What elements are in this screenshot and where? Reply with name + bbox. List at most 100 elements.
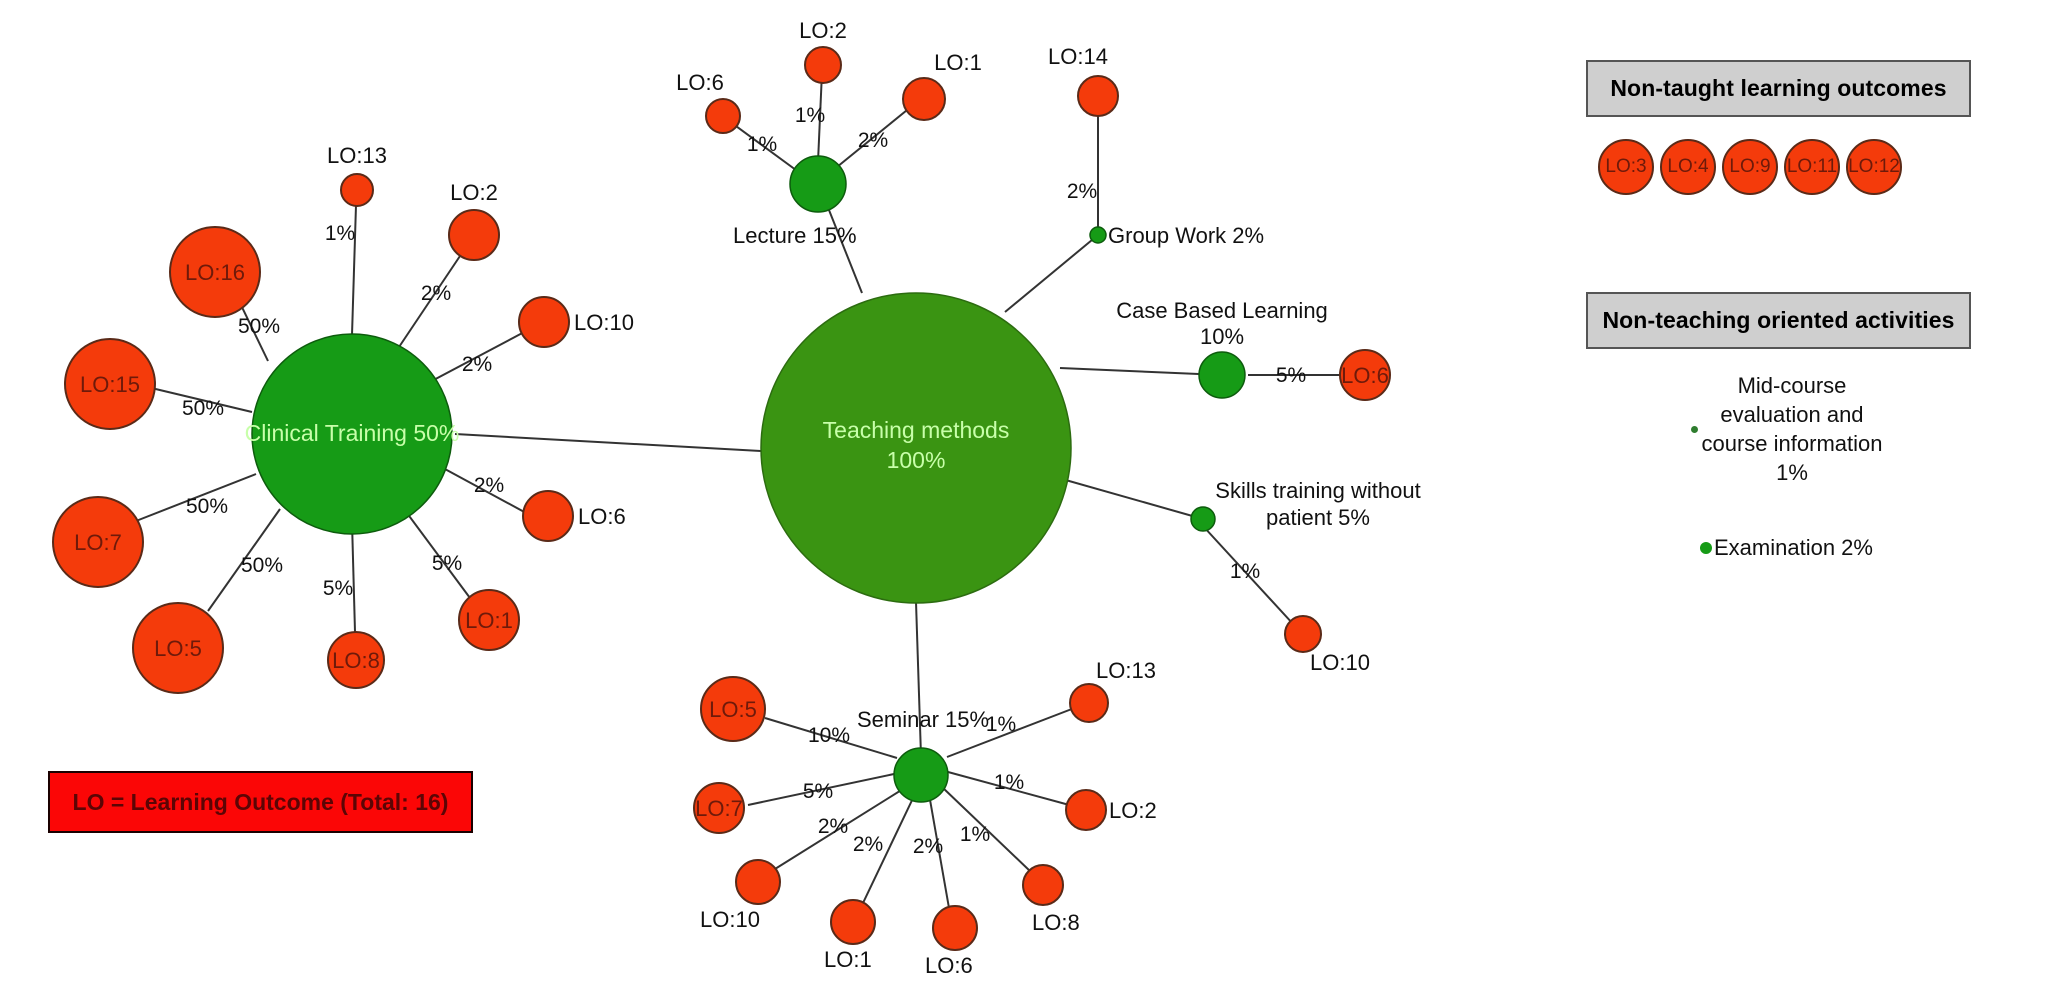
label-seminar-lo1: LO:1	[824, 947, 872, 972]
label-clinical-lo6: LO:6	[578, 504, 626, 529]
weight-seminar-lo5: 10%	[808, 724, 850, 747]
lecture-circle[interactable]	[789, 155, 847, 213]
edge-clinical-lo10	[427, 329, 529, 384]
node-seminar-lo10[interactable]	[735, 859, 781, 905]
label-lecture-lo6: LO:6	[676, 70, 724, 95]
node-seminar-lo13[interactable]	[1069, 683, 1109, 723]
label-lecture-lo2: LO:2	[799, 18, 847, 43]
node-clinical-lo16[interactable]	[169, 226, 261, 318]
legend-chip-lo12[interactable]: LO:12	[1846, 139, 1902, 195]
label-seminar-lo2: LO:2	[1109, 798, 1157, 823]
label-clinical-lo8: LO:8	[332, 648, 380, 673]
label-clinical-lo16: LO:16	[185, 260, 245, 285]
weight-clinical-lo5: 50%	[241, 554, 283, 577]
weight-clinical-lo13: 1%	[325, 222, 355, 245]
legend-chip-lo4[interactable]: LO:4	[1660, 139, 1716, 195]
edge-seminar-lo2	[947, 771, 1074, 807]
case-based-learning-label-line2: 10%	[1200, 324, 1244, 349]
legend-chip-lo3[interactable]: LO:3	[1598, 139, 1654, 195]
edge-seminar-lo5	[764, 717, 898, 759]
label-skills-lo10: LO:10	[1310, 650, 1370, 675]
group-work-circle[interactable]	[1089, 226, 1107, 244]
node-seminar-lo2[interactable]	[1065, 789, 1107, 831]
clinical-training-label: Clinical Training 50%	[245, 420, 460, 446]
activity-mid-course-line1: Mid-course	[1737, 373, 1847, 398]
edge-skills-lo10	[1202, 525, 1295, 626]
edge-seminar-lo7	[747, 773, 895, 806]
label-clinical-lo7: LO:7	[74, 530, 122, 555]
examination-bullet-icon	[1700, 542, 1712, 555]
weight-groupwork-lo14: 2%	[1067, 180, 1097, 203]
node-casebased-lo6[interactable]	[1339, 349, 1391, 401]
lecture-label: Lecture 15%	[733, 223, 857, 248]
weight-clinical-lo15: 50%	[182, 397, 224, 420]
edge-seminar-lo10	[774, 788, 904, 870]
seminar-circle[interactable]	[893, 747, 949, 803]
group-work-label: Group Work 2%	[1108, 223, 1264, 248]
edge-seminar-lo13	[946, 706, 1078, 758]
node-lecture-lo6[interactable]	[705, 98, 741, 134]
node-skills-lo10[interactable]	[1284, 615, 1322, 653]
label-clinical-lo13: LO:13	[327, 143, 387, 168]
node-clinical-lo15[interactable]	[64, 338, 156, 430]
legend-chip-lo11[interactable]: LO:11	[1784, 139, 1840, 195]
node-clinical-lo10[interactable]	[518, 296, 570, 348]
edge-clinical-lo1	[400, 504, 471, 599]
node-clinical-lo7[interactable]	[52, 496, 144, 588]
weight-clinical-lo2: 2%	[421, 282, 451, 305]
cluster-seminar: Seminar 15% LO:5 10% LO:7 5% LO:10 2% LO…	[693, 658, 1157, 978]
cluster-group-work: Group Work 2% LO:14 2%	[1048, 44, 1264, 248]
node-clinical-lo1[interactable]	[458, 589, 520, 651]
node-seminar-lo7[interactable]	[693, 782, 745, 834]
label-clinical-lo10: LO:10	[574, 310, 634, 335]
skills-training-label-line2: patient 5%	[1266, 505, 1370, 530]
legend-non-taught-header: Non-taught learning outcomes	[1586, 60, 1971, 117]
node-clinical-lo8[interactable]	[327, 631, 385, 689]
weight-skills-lo10: 1%	[1230, 560, 1260, 583]
lo-definition-box: LO = Learning Outcome (Total: 16)	[48, 771, 473, 833]
node-clinical-lo6[interactable]	[522, 490, 574, 542]
weight-seminar-lo1: 2%	[853, 833, 883, 856]
activity-mid-course-evaluation[interactable]: Mid-course evaluation and course informa…	[1586, 371, 1971, 487]
edge-center-casebased	[1059, 367, 1223, 376]
label-seminar-lo5: LO:5	[709, 697, 757, 722]
node-clinical-lo2[interactable]	[448, 209, 500, 261]
legend-chip-lo9[interactable]: LO:9	[1722, 139, 1778, 195]
edge-clinical-lo15	[142, 385, 253, 413]
cluster-clinical-training: Clinical Training 50% LO:16 50% LO:15 50…	[52, 143, 634, 694]
node-seminar-lo5[interactable]	[700, 676, 766, 742]
skills-training-circle[interactable]	[1190, 506, 1216, 532]
seminar-label: Seminar 15%	[857, 707, 989, 732]
case-based-learning-circle[interactable]	[1198, 351, 1246, 399]
weight-seminar-lo2: 1%	[994, 771, 1024, 794]
lo-definition-text: LO = Learning Outcome (Total: 16)	[72, 788, 449, 815]
weight-clinical-lo16: 50%	[238, 315, 280, 338]
node-teaching-methods[interactable]: Teaching methods 100%	[760, 292, 1072, 604]
case-based-learning-label-line1: Case Based Learning	[1116, 298, 1328, 323]
node-seminar-lo1[interactable]	[830, 899, 876, 945]
edge-center-clinical	[454, 433, 779, 453]
node-clinical-lo13[interactable]	[340, 173, 374, 207]
edge-clinical-lo13	[351, 204, 357, 336]
node-lecture-lo2[interactable]	[804, 46, 842, 84]
edge-center-seminar	[915, 601, 922, 757]
node-lecture-lo1[interactable]	[902, 77, 946, 121]
activity-mid-course-line2: evaluation and	[1720, 402, 1864, 428]
weight-lecture-lo2: 1%	[795, 104, 825, 127]
node-seminar-lo6[interactable]	[932, 905, 978, 951]
node-groupwork-lo14[interactable]	[1077, 75, 1119, 117]
label-seminar-lo10: LO:10	[700, 907, 760, 932]
weight-lecture-lo6: 1%	[747, 133, 777, 156]
teaching-methods-circle[interactable]	[760, 292, 1072, 604]
edge-clinical-lo8	[351, 521, 356, 633]
cluster-lecture: Lecture 15% LO:6 1% LO:2 1% LO:1 2%	[676, 18, 982, 248]
clinical-training-circle[interactable]	[251, 333, 453, 535]
legend-activities-header: Non-teaching oriented activities	[1586, 292, 1971, 349]
label-groupwork-lo14: LO:14	[1048, 44, 1108, 69]
weight-casebased-lo6: 5%	[1276, 364, 1306, 387]
cluster-case-based-learning: Case Based Learning 10% LO:6 5%	[1116, 298, 1391, 401]
activity-examination[interactable]: Examination 2%	[1586, 535, 1971, 561]
node-seminar-lo8[interactable]	[1022, 864, 1064, 906]
node-clinical-lo5[interactable]	[132, 602, 224, 694]
